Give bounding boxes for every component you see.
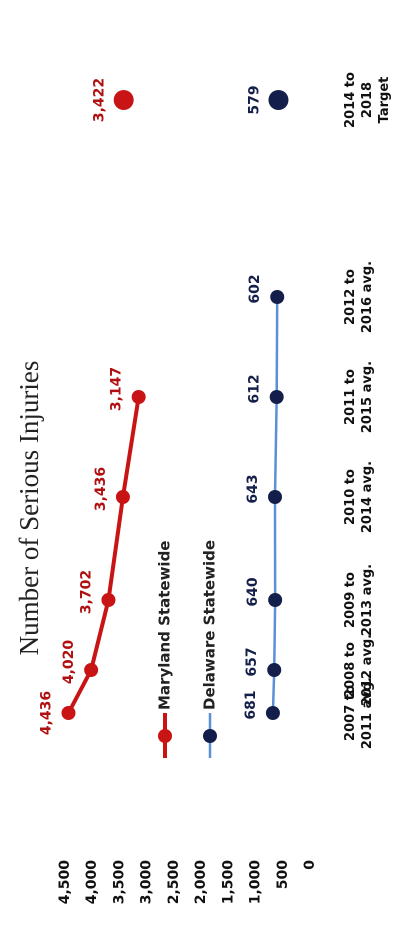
point bbox=[115, 490, 130, 504]
point bbox=[101, 593, 116, 607]
target-point bbox=[268, 90, 289, 110]
x-tick-label-line: 2014 avg. bbox=[360, 461, 375, 533]
target-point bbox=[113, 90, 134, 110]
x-tick-label-line: 2013 avg. bbox=[360, 564, 375, 636]
x-tick-label: 2011 to 2015 avg. bbox=[343, 361, 375, 433]
x-tick-label-line: 2015 avg. bbox=[360, 361, 375, 433]
y-tick-label: 4,500 bbox=[57, 860, 73, 905]
x-tick-label-line: 2010 to bbox=[343, 469, 358, 525]
legend-marker bbox=[158, 729, 172, 743]
data-label: 643 bbox=[245, 474, 261, 503]
x-tick-label-line: 2009 to bbox=[343, 572, 358, 628]
point bbox=[265, 706, 280, 720]
data-label: 4,436 bbox=[38, 691, 54, 735]
y-tick-label: 3,000 bbox=[139, 860, 155, 905]
point bbox=[270, 290, 285, 304]
y-tick-label: 500 bbox=[275, 860, 291, 889]
data-label: 640 bbox=[245, 577, 261, 606]
x-tick-label-line: 2007 to bbox=[343, 685, 358, 741]
data-label: 4,020 bbox=[61, 640, 77, 685]
x-tick-label: 2010 to 2014 avg. bbox=[343, 461, 375, 533]
y-tick-label: 3,500 bbox=[111, 860, 127, 905]
x-tick-label-line: 2012 avg. bbox=[360, 634, 375, 706]
x-tick-label: 2012 to 2016 avg. bbox=[343, 261, 375, 333]
legend-marker bbox=[203, 729, 217, 743]
point bbox=[267, 663, 282, 677]
x-tick-label: 2009 to 2013 avg. bbox=[343, 564, 375, 636]
point bbox=[269, 390, 284, 404]
point bbox=[267, 490, 282, 504]
y-tick-label: 1,500 bbox=[220, 860, 236, 905]
data-label: 602 bbox=[247, 274, 263, 303]
x-tick-label-line: 2011 avg. bbox=[360, 677, 375, 749]
data-label: 3,702 bbox=[78, 570, 94, 614]
data-label: 612 bbox=[247, 374, 263, 403]
x-tick-label-line: 2012 to bbox=[343, 269, 358, 325]
data-label: 3,147 bbox=[109, 367, 125, 411]
series-line bbox=[271, 296, 279, 714]
x-tick-label-line: 2014 to bbox=[343, 72, 358, 128]
data-label: 3,436 bbox=[93, 467, 109, 511]
y-tick-label: 2,000 bbox=[193, 860, 209, 905]
x-tick-label-line: 2011 to bbox=[343, 369, 358, 425]
x-tick-label-line: Target bbox=[377, 77, 392, 124]
y-tick-label: 0 bbox=[302, 860, 318, 870]
x-tick-label: 2007 to 2011 avg. bbox=[343, 677, 375, 749]
y-tick-label: 2,500 bbox=[166, 860, 182, 905]
x-tick-label-line: 2016 avg. bbox=[360, 261, 375, 333]
chart-title: Number of Serious Injuries bbox=[14, 361, 44, 656]
x-tick-label-line: 2008 to bbox=[343, 642, 358, 698]
point bbox=[131, 390, 146, 404]
x-tick-label: 2014 to 2018 Target bbox=[343, 72, 392, 128]
legend-label: Maryland Statewide bbox=[156, 541, 174, 710]
target-label: 3,422 bbox=[92, 78, 108, 122]
x-tick-label: 2008 to 2012 avg. bbox=[343, 634, 375, 706]
legend-label: Delaware Statewide bbox=[201, 540, 219, 710]
data-label: 681 bbox=[243, 690, 259, 719]
y-tick-label: 4,000 bbox=[84, 860, 100, 905]
target-label: 579 bbox=[246, 85, 262, 114]
y-tick-label: 1,000 bbox=[248, 860, 264, 905]
data-label: 657 bbox=[244, 647, 260, 676]
point bbox=[268, 593, 283, 607]
point bbox=[84, 663, 99, 677]
point bbox=[61, 706, 76, 720]
x-tick-label-line: 2018 bbox=[360, 82, 375, 118]
series-line bbox=[66, 396, 141, 714]
rotated-chart: Number of Serious Injuries 0 500 1,000 1,50… bbox=[14, 72, 391, 904]
